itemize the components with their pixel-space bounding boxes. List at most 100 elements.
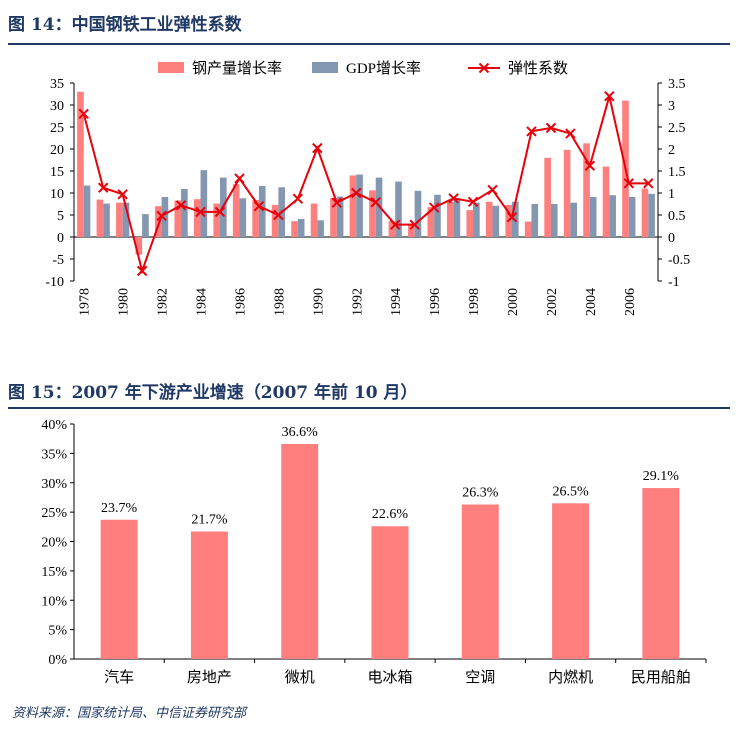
elasticity-point <box>117 189 128 200</box>
gdp-growth-bar <box>570 202 578 237</box>
x-axis-tick-label: 1978 <box>78 288 93 316</box>
elasticity-point <box>428 202 440 213</box>
bar-data-label: 21.7% <box>191 513 228 528</box>
x-axis-category-label: 民用船舶 <box>631 669 691 686</box>
x-axis-tick-label: 1998 <box>467 288 482 316</box>
x-axis-tick-label: 2006 <box>623 288 638 316</box>
gdp-growth-bar <box>122 202 130 237</box>
gdp-growth-bar <box>200 170 208 237</box>
right-axis-tick-label: 1 <box>668 187 675 202</box>
elasticity-point <box>292 193 304 204</box>
right-axis-tick-label: 0.5 <box>668 209 686 224</box>
right-axis-tick-label: 3 <box>668 99 675 114</box>
elasticity-point <box>312 142 323 154</box>
legend-marker <box>478 62 490 74</box>
right-axis-tick-label: 1.5 <box>668 165 686 180</box>
bar-data-label: 36.6% <box>282 425 319 440</box>
y-axis-tick-label: 35% <box>41 447 67 462</box>
gdp-growth-bar <box>609 195 616 237</box>
gdp-growth-bar <box>181 189 188 237</box>
left-axis-tick-label: -10 <box>45 275 64 290</box>
steel-growth-bar <box>485 201 493 237</box>
steel-growth-bar <box>310 203 318 237</box>
elasticity-point <box>136 265 148 277</box>
elasticity-point <box>389 219 401 230</box>
x-axis-tick-label: 1986 <box>233 288 248 316</box>
x-axis-tick-label: 1982 <box>156 288 171 316</box>
steel-growth-bar <box>349 175 357 237</box>
steel-growth-bar <box>252 200 259 237</box>
elasticity-point <box>195 206 206 218</box>
right-axis-tick-label: -0.5 <box>668 253 690 268</box>
figure-14-title: 图 14：中国钢铁工业弹性系数 <box>8 15 242 35</box>
elasticity-point <box>506 211 518 223</box>
growth-bar <box>281 443 319 659</box>
gdp-growth-bar <box>356 174 363 237</box>
x-axis-tick-label: 2000 <box>506 288 521 316</box>
downstream-growth-chart: 0% 5% 10% 15% 20% 25% 30% 35% 40% 23.7% 汽车 21.7% 房地产… <box>41 418 707 686</box>
x-axis-tick-label: 1980 <box>117 288 132 316</box>
steel-growth-bar <box>154 206 162 237</box>
elasticity-point <box>156 210 167 222</box>
left-axis-tick-label: -5 <box>52 253 64 268</box>
steel-growth-bar <box>563 149 571 237</box>
growth-bar <box>642 488 680 659</box>
right-axis-tick-label: 0 <box>668 231 675 246</box>
growth-bar <box>461 504 499 659</box>
elasticity-point <box>97 182 109 193</box>
steel-growth-bar <box>408 223 415 237</box>
x-axis-category-label: 汽车 <box>104 669 134 686</box>
steel-growth-bar <box>544 157 551 237</box>
gdp-growth-bar <box>83 185 91 237</box>
x-axis-category-label: 内燃机 <box>548 668 593 686</box>
y-axis-tick-label: 10% <box>41 594 67 609</box>
bar-data-label: 26.5% <box>552 484 589 499</box>
elasticity-point <box>526 126 537 137</box>
figure-14-rule <box>8 43 730 45</box>
steel-growth-bar <box>232 184 240 237</box>
x-axis-category-label: 房地产 <box>187 669 232 686</box>
x-axis-tick-label: 1988 <box>272 288 287 316</box>
bar-data-label: 26.3% <box>462 485 499 500</box>
elasticity-point <box>584 160 596 171</box>
gdp-growth-bar <box>414 190 422 237</box>
steel-growth-bar <box>77 91 84 237</box>
y-axis-tick-label: 25% <box>41 506 67 521</box>
gdp-growth-bar <box>434 194 441 237</box>
gdp-growth-bar <box>336 196 344 237</box>
x-axis-tick-label: 1990 <box>311 288 326 316</box>
elasticity-point <box>351 187 362 199</box>
legend-swatch <box>312 62 338 73</box>
gdp-growth-bar <box>550 204 558 237</box>
bar-data-label: 22.6% <box>372 507 409 522</box>
elasticity-point <box>273 209 284 221</box>
steel-growth-bar <box>291 221 298 237</box>
growth-bar <box>552 503 590 659</box>
steel-growth-bar <box>271 204 279 237</box>
gdp-growth-bar <box>648 193 655 237</box>
gdp-growth-bar <box>103 203 110 237</box>
figure-15-rule <box>8 407 730 409</box>
elasticity-line <box>82 95 649 275</box>
steel-growth-bar <box>193 199 201 237</box>
right-axis-tick-label: 2 <box>668 143 675 158</box>
steel-growth-bar <box>330 197 337 237</box>
legend-label: GDP增长率 <box>346 60 421 77</box>
steel-growth-bar <box>446 201 454 237</box>
elasticity-point <box>604 90 615 102</box>
gdp-growth-bar <box>453 198 461 237</box>
steel-growth-bar <box>174 200 182 237</box>
left-axis-tick-label: 35 <box>50 77 64 92</box>
x-axis-category-label: 微机 <box>285 669 315 686</box>
steel-growth-bar <box>466 210 474 237</box>
y-axis-tick-label: 15% <box>41 565 67 580</box>
gdp-growth-bar <box>531 204 539 237</box>
elasticity-point <box>234 173 245 184</box>
elasticity-point <box>545 122 557 134</box>
y-axis-tick-label: 30% <box>41 477 67 492</box>
elasticity-point <box>331 197 343 208</box>
steel-growth-bar <box>213 203 220 237</box>
elasticity-point <box>467 196 479 208</box>
right-axis-tick-label: 2.5 <box>668 121 686 136</box>
steel-growth-bar <box>583 143 590 237</box>
